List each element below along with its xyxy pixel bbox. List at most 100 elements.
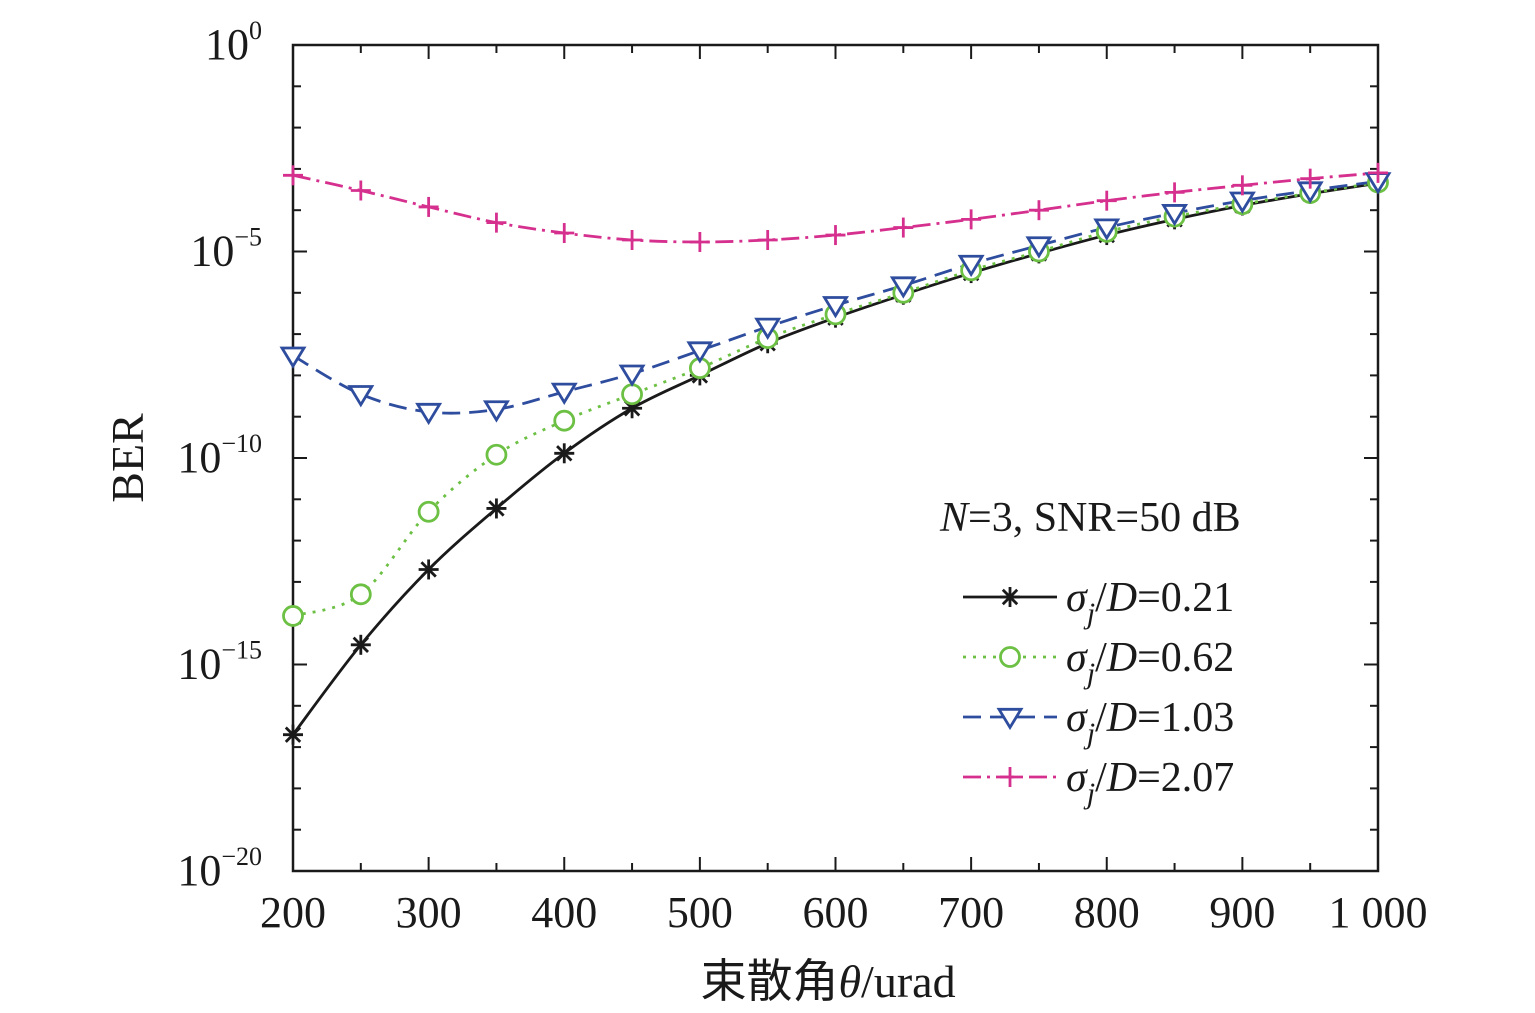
legend-label-value: =0.62 bbox=[1137, 635, 1234, 681]
y-tick-label: 100 bbox=[205, 16, 262, 69]
data-point-3 bbox=[347, 385, 375, 408]
data-point-3 bbox=[754, 317, 782, 340]
y-tick-label-exponent: −15 bbox=[221, 636, 262, 665]
data-point-3 bbox=[1161, 204, 1189, 227]
legend-marker bbox=[999, 646, 1021, 668]
data-point-4 bbox=[486, 212, 507, 233]
annotation-italic: N bbox=[939, 495, 970, 541]
legend-label-italic: D bbox=[1106, 575, 1137, 621]
data-point-3 bbox=[1025, 236, 1053, 259]
data-point-3 bbox=[686, 341, 714, 364]
data-point-4 bbox=[757, 229, 778, 250]
legend-label-italic: D bbox=[1106, 755, 1137, 801]
data-point-4 bbox=[622, 229, 643, 250]
data-point-1 bbox=[350, 634, 371, 655]
data-point-4 bbox=[1232, 175, 1253, 196]
y-tick-label-base: 10 bbox=[190, 227, 234, 276]
data-point-2 bbox=[349, 583, 372, 606]
legend-label-italic: D bbox=[1106, 695, 1137, 741]
x-tick-label: 700 bbox=[938, 888, 1004, 937]
x-axis-title-prefix: 束散角 bbox=[700, 956, 838, 1007]
annotation-rest: =3, SNR=50 dB bbox=[968, 495, 1241, 541]
legend-label-slash: / bbox=[1095, 635, 1107, 681]
legend-label-symbol: σ bbox=[1066, 575, 1089, 621]
data-point-4 bbox=[554, 223, 575, 244]
legend-marker bbox=[1000, 587, 1020, 607]
data-point-2 bbox=[282, 605, 304, 627]
legend-label-symbol: σ bbox=[1066, 695, 1089, 741]
x-tick-label: 200 bbox=[260, 888, 326, 937]
data-point-3 bbox=[957, 254, 985, 278]
legend-label: σj/D=0.62 bbox=[1066, 635, 1234, 690]
y-tick-label: 10−5 bbox=[190, 223, 262, 276]
series-line-2 bbox=[292, 181, 1379, 618]
legend-label-subscript: j bbox=[1083, 597, 1095, 630]
data-point-1 bbox=[554, 443, 575, 464]
legend-item: σj/D=2.07 bbox=[963, 755, 1234, 810]
x-tick-label: 500 bbox=[667, 888, 733, 937]
plot-area-frame bbox=[291, 43, 1380, 873]
data-point-3 bbox=[482, 400, 510, 423]
data-point-3 bbox=[550, 382, 578, 405]
x-axis-title-symbol: θ bbox=[838, 956, 861, 1007]
data-point-3 bbox=[889, 276, 917, 299]
series-line-1 bbox=[291, 181, 1379, 736]
y-tick-label-base: 10 bbox=[205, 20, 249, 69]
data-point-3 bbox=[415, 402, 443, 426]
data-point-4 bbox=[961, 209, 982, 230]
legend-label-italic: D bbox=[1106, 635, 1137, 681]
data-point-4 bbox=[689, 231, 710, 252]
data-point-1 bbox=[283, 724, 303, 745]
data-point-4 bbox=[283, 165, 303, 186]
legend-label-slash: / bbox=[1095, 755, 1107, 801]
legend-item: σj/D=0.62 bbox=[963, 635, 1234, 690]
data-point-4 bbox=[1368, 162, 1388, 183]
data-point-3 bbox=[1093, 218, 1121, 241]
data-point-4 bbox=[893, 217, 914, 238]
x-tick-label: 400 bbox=[531, 888, 597, 937]
x-tick-label: 800 bbox=[1074, 888, 1140, 937]
data-point-4 bbox=[418, 196, 439, 217]
x-tick-label: 300 bbox=[396, 888, 462, 937]
x-tick-label: 1 000 bbox=[1329, 888, 1428, 937]
data-point-3 bbox=[279, 346, 307, 369]
data-point-4 bbox=[1300, 168, 1321, 189]
data-point-2 bbox=[553, 409, 576, 432]
data-point-3 bbox=[822, 296, 849, 319]
data-point-1 bbox=[486, 498, 507, 519]
legend-label: σj/D=0.21 bbox=[1066, 575, 1234, 630]
data-point-4 bbox=[1028, 200, 1049, 221]
y-tick-label-exponent: −10 bbox=[221, 429, 262, 458]
legend-label-subscript: j bbox=[1083, 777, 1095, 810]
series-markers bbox=[279, 162, 1392, 745]
x-axis-title-suffix: /urad bbox=[861, 956, 956, 1007]
data-point-4 bbox=[1096, 190, 1117, 211]
legend-label-symbol: σ bbox=[1066, 635, 1089, 681]
x-axis-ticks: 200 300 400 500 600 700 800 900 1 000 bbox=[260, 45, 1428, 937]
data-point-4 bbox=[350, 180, 371, 201]
legend-item: σj/D=0.21 bbox=[963, 575, 1234, 630]
x-axis-title: 束散角θ/urad bbox=[700, 956, 955, 1007]
data-point-3 bbox=[618, 364, 646, 387]
legend-label-value: =2.07 bbox=[1137, 755, 1234, 801]
data-point-2 bbox=[485, 443, 508, 466]
legend-item: σj/D=1.03 bbox=[963, 695, 1234, 750]
data-point-2 bbox=[621, 383, 643, 406]
legend-label-value: =1.03 bbox=[1137, 695, 1234, 741]
y-tick-label-exponent: 0 bbox=[249, 16, 262, 45]
x-tick-label: 900 bbox=[1209, 888, 1275, 937]
y-tick-label-base: 10 bbox=[177, 433, 221, 482]
legend-label: σj/D=2.07 bbox=[1066, 755, 1234, 810]
y-tick-label: 10−20 bbox=[177, 842, 262, 895]
legend-label: σj/D=1.03 bbox=[1066, 695, 1234, 750]
data-point-4 bbox=[825, 225, 846, 246]
legend-label-symbol: σ bbox=[1066, 755, 1089, 801]
data-point-1 bbox=[418, 559, 439, 580]
y-tick-label: 10−10 bbox=[177, 429, 262, 482]
y-tick-label-exponent: −20 bbox=[221, 842, 262, 871]
x-tick-label: 600 bbox=[803, 888, 869, 937]
parameter-annotation: N=3, SNR=50 dB bbox=[939, 495, 1241, 541]
